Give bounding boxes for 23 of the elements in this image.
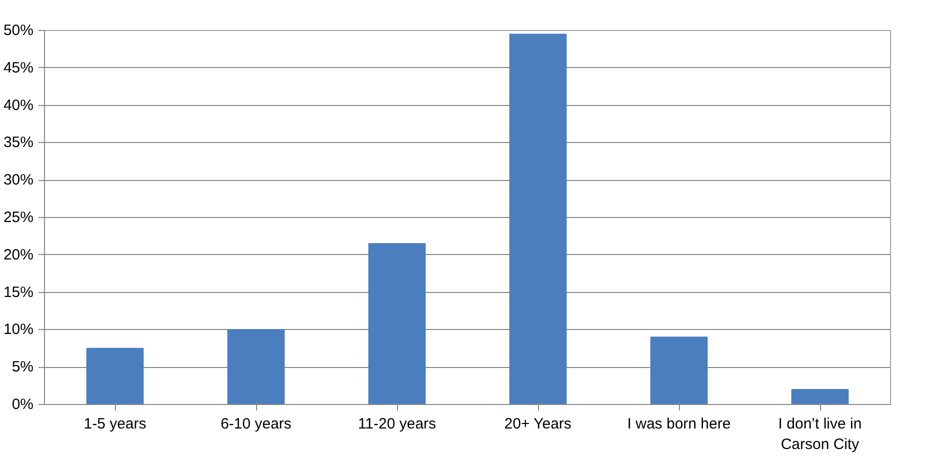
y-tick-label: 10% — [3, 321, 34, 338]
bar — [509, 34, 567, 404]
y-tick-label: 5% — [12, 358, 34, 376]
y-tick-label: 45% — [3, 59, 34, 76]
bar — [650, 336, 708, 404]
x-tick-label: I don’t live in Carson City — [778, 416, 862, 453]
y-tick-label: 15% — [3, 284, 34, 301]
bar — [227, 329, 285, 404]
x-tick-label: I was born here — [627, 416, 731, 432]
bar — [791, 389, 849, 404]
x-tick-label: 20+ Years — [504, 416, 572, 432]
y-tick-label: 20% — [3, 246, 34, 264]
y-tick-label: 35% — [3, 134, 34, 152]
bar — [86, 348, 144, 404]
x-tick-label: 11-20 years — [358, 416, 436, 432]
y-tick-label: 0% — [12, 396, 34, 413]
x-tick-label: 6-10 years — [220, 416, 292, 432]
y-tick-label: 40% — [3, 96, 34, 114]
y-tick-label: 50% — [3, 22, 34, 39]
y-tick-label: 30% — [3, 172, 34, 189]
y-tick-label: 25% — [3, 209, 34, 226]
bar — [368, 243, 426, 404]
x-tick-label: 1-5 years — [84, 416, 146, 432]
